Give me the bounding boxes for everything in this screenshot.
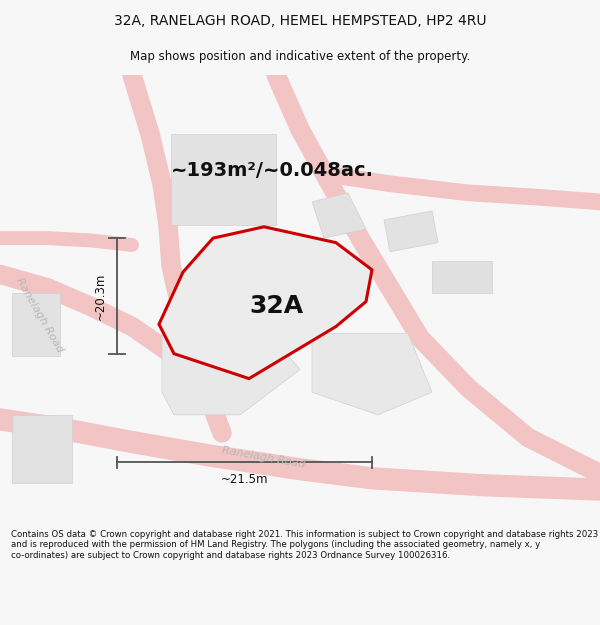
Polygon shape	[432, 261, 492, 292]
Text: Map shows position and indicative extent of the property.: Map shows position and indicative extent…	[130, 50, 470, 62]
Polygon shape	[384, 211, 438, 252]
Text: Contains OS data © Crown copyright and database right 2021. This information is : Contains OS data © Crown copyright and d…	[11, 530, 598, 560]
Text: ~21.5m: ~21.5m	[221, 473, 268, 486]
Polygon shape	[12, 415, 72, 482]
Text: Ranelagh Road: Ranelagh Road	[14, 276, 64, 354]
Polygon shape	[12, 292, 60, 356]
Text: Ranelagh Road: Ranelagh Road	[221, 446, 307, 470]
Text: ~20.3m: ~20.3m	[94, 272, 107, 319]
Polygon shape	[159, 227, 372, 379]
Text: 32A, RANELAGH ROAD, HEMEL HEMPSTEAD, HP2 4RU: 32A, RANELAGH ROAD, HEMEL HEMPSTEAD, HP2…	[114, 14, 486, 28]
Polygon shape	[171, 134, 276, 224]
Polygon shape	[312, 333, 432, 415]
Text: ~193m²/~0.048ac.: ~193m²/~0.048ac.	[171, 161, 374, 179]
Polygon shape	[312, 192, 366, 238]
Polygon shape	[162, 319, 300, 415]
Text: 32A: 32A	[249, 294, 303, 318]
